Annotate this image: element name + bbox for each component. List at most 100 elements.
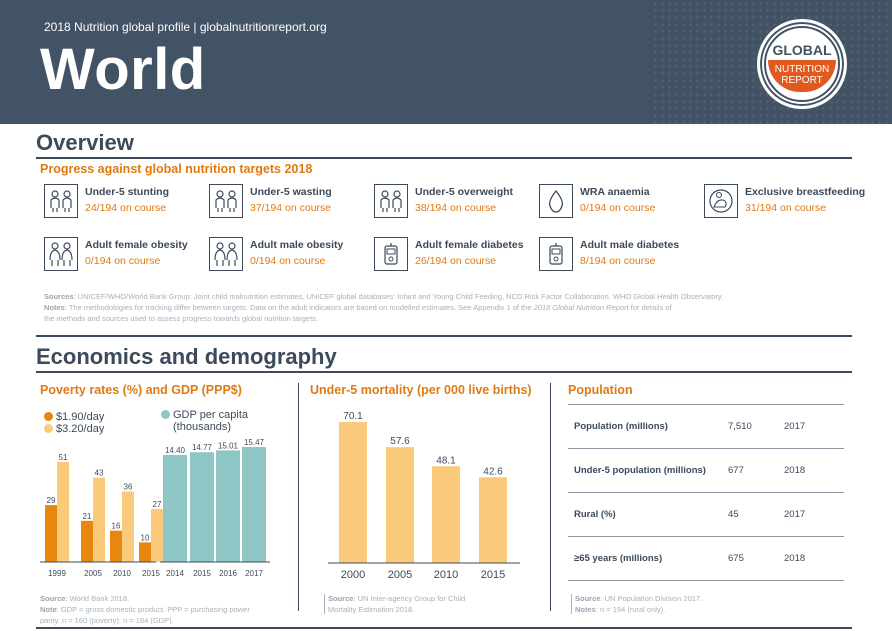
legend-item-320: $3.20/day — [44, 423, 104, 435]
poverty-label-320: 36 — [124, 482, 133, 491]
logo-line-global: GLOBAL — [772, 42, 832, 58]
target-status: 38/194 on course — [415, 202, 497, 214]
mortality-tick-label: 2005 — [388, 569, 412, 581]
target-status: 0/194 on course — [85, 255, 161, 267]
gdp-bar — [190, 452, 214, 562]
target-name: Under-5 overweight — [415, 186, 514, 198]
header-subtitle: 2018 Nutrition global profile | globalnu… — [44, 20, 327, 34]
footer-rule — [36, 627, 852, 629]
target-status: 0/194 on course — [250, 255, 326, 267]
logo-line-report: REPORT — [781, 75, 823, 86]
population-row-label: ≥65 years (millions) — [568, 536, 728, 581]
population-row: Population (millions) 7,510 2017 — [568, 404, 844, 449]
sources-label: Sources — [44, 292, 74, 301]
breastfeeding-icon — [704, 184, 738, 218]
population-row-label: Population (millions) — [568, 404, 728, 449]
sources-text: : UNICEF/WHO/World Bank Group: Joint chi… — [73, 292, 724, 301]
poverty-tick-label: 2010 — [113, 569, 131, 578]
population-row-year: 2018 — [784, 536, 844, 581]
legend-item-190: $1.90/day — [44, 411, 104, 423]
target-wra-anaemia: WRA anaemia 0/194 on course — [535, 184, 695, 224]
children-icon — [209, 184, 243, 218]
children-icon — [374, 184, 408, 218]
global-nutrition-report-logo: GLOBAL NUTRITION REPORT — [757, 19, 847, 109]
poverty-label-320: 51 — [59, 453, 68, 462]
population-source-label: Source — [575, 594, 601, 603]
mortality-value-label: 57.6 — [390, 436, 410, 447]
mortality-source-text-2: Mortality Estimation 2018. — [328, 605, 415, 614]
notes-text-3: the methods and sources used to assess p… — [44, 314, 318, 323]
mortality-bar — [386, 447, 414, 563]
mortality-bar — [479, 477, 507, 563]
mortality-bar — [432, 466, 460, 563]
logo-ring — [764, 26, 840, 102]
notes-label: Notes — [44, 303, 65, 312]
targets-subheading: Progress against global nutrition target… — [40, 162, 313, 176]
population-row-label: Under-5 population (millions) — [568, 448, 728, 493]
notes-text: : The methodologies for tracking differ … — [64, 303, 534, 312]
poverty-gdp-chart: 29 51 1999 21 43 2005 16 36 2010 10 27 2015 14.40 201… — [40, 438, 270, 578]
target-adult-female-diabetes: Adult female diabetes 26/194 on course — [370, 237, 530, 277]
poverty-label-320: 43 — [95, 469, 104, 478]
overview-bottom-rule — [36, 335, 852, 337]
overview-rule — [36, 157, 852, 159]
poverty-source-text: : World Bank 2018. — [65, 594, 130, 603]
target-name: Under-5 wasting — [250, 186, 332, 198]
gdp-value-label: 14.40 — [165, 446, 186, 455]
population-row-value: 677 — [728, 448, 784, 493]
legend-label-320: $3.20/day — [56, 423, 105, 435]
target-name: Adult female obesity — [85, 239, 188, 251]
gdp-tick-label: 2016 — [219, 569, 237, 578]
target-under-5-stunting: Under-5 stunting 24/194 on course — [40, 184, 200, 224]
poverty-source: Source: World Bank 2018. Note: GDP = gro… — [40, 593, 290, 626]
population-row-year: 2018 — [784, 448, 844, 493]
target-name: Exclusive breastfeeding — [745, 186, 866, 198]
gdp-bar — [216, 450, 240, 562]
population-source: Source: UN Population Division 2017. Not… — [575, 593, 845, 615]
population-note-label: Notes — [575, 605, 596, 614]
poverty-note-text-2: parity. n = 160 (poverty); n = 184 (GDP)… — [40, 616, 174, 625]
poverty-bar-190 — [110, 530, 122, 562]
poverty-label-190: 10 — [141, 533, 150, 542]
notes-italic: 2018 Global Nutrition Report — [533, 303, 629, 312]
mortality-title: Under-5 mortality (per 000 live births) — [310, 383, 532, 397]
legend-label-gdp-1: GDP per capita — [173, 409, 249, 421]
population-row: ≥65 years (millions) 675 2018 — [568, 536, 844, 581]
divider-2 — [550, 383, 551, 611]
legend-swatch-320 — [44, 424, 53, 433]
gdp-tick-label: 2015 — [193, 569, 211, 578]
poverty-note-text: : GDP = gross domestic product. PPP = pu… — [56, 605, 250, 614]
legend-swatch-190 — [44, 412, 53, 421]
poverty-bar-320 — [93, 477, 105, 562]
population-row-year: 2017 — [784, 404, 844, 449]
economics-rule — [36, 371, 852, 373]
population-table: Population (millions) 7,510 2017 Under-5 po… — [568, 404, 844, 581]
population-row: Under-5 population (millions) 677 2018 — [568, 448, 844, 493]
legend-swatch-gdp — [161, 410, 170, 419]
poverty-bar-320 — [122, 491, 134, 562]
children-icon — [44, 184, 78, 218]
poverty-bar-320 — [57, 462, 69, 562]
poverty-note-label: Note — [40, 605, 57, 614]
blood-drop-icon — [539, 184, 573, 218]
target-under-5-overweight: Under-5 overweight 38/194 on course — [370, 184, 530, 224]
notes-text-2: for details of — [628, 303, 672, 312]
target-status: 8/194 on course — [580, 255, 656, 267]
mortality-value-label: 42.6 — [483, 466, 503, 477]
gdp-value-label: 15.47 — [244, 438, 265, 447]
target-adult-female-obesity: Adult female obesity 0/194 on course — [40, 237, 200, 277]
target-name: Adult male obesity — [250, 239, 344, 251]
target-adult-male-obesity: Adult male obesity 0/194 on course — [205, 237, 365, 277]
poverty-bar-320 — [151, 509, 163, 562]
economics-heading: Economics and demography — [36, 344, 337, 369]
poverty-label-190: 16 — [112, 522, 121, 531]
target-under-5-wasting: Under-5 wasting 37/194 on course — [205, 184, 365, 224]
target-name: Adult male diabetes — [580, 239, 680, 251]
adults-icon — [44, 237, 78, 271]
mortality-source: Source: UN Inter-agency Group for Child … — [328, 593, 538, 615]
gdp-tick-label: 2014 — [166, 569, 184, 578]
mortality-value-label: 48.1 — [436, 455, 456, 466]
population-row-label: Rural (%) — [568, 492, 728, 537]
poverty-bar-190 — [139, 542, 151, 562]
target-name: WRA anaemia — [580, 186, 650, 198]
